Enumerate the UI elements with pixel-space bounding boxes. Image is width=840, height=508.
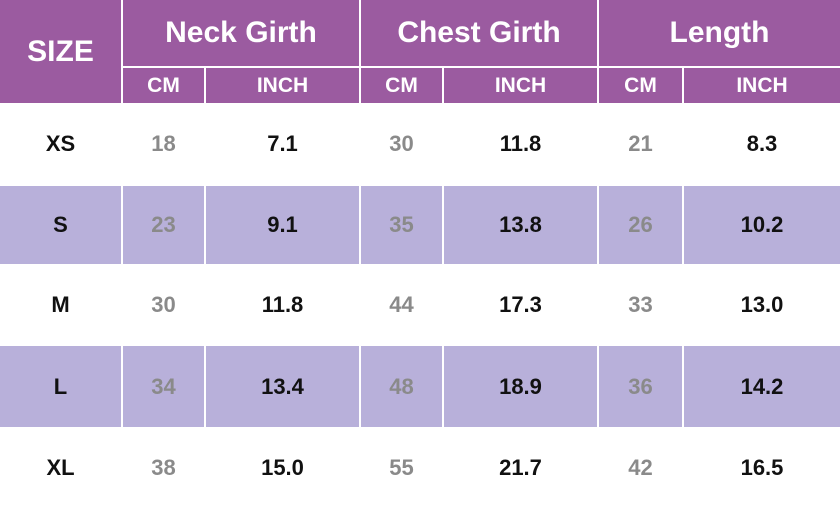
cm-value: 42: [628, 455, 653, 480]
unit-header: CM: [599, 68, 682, 103]
inch-value: 16.5: [740, 455, 784, 480]
inch-value: 11.8: [261, 292, 304, 317]
group-header: Length: [599, 0, 840, 66]
cm-value: 34: [123, 346, 204, 427]
size-label: M: [51, 292, 70, 317]
unit-header: CM: [123, 68, 204, 103]
unit-header: INCH: [684, 68, 840, 103]
unit-header: CM: [361, 68, 442, 103]
cm-value: 26: [599, 186, 682, 264]
size-label: L: [0, 346, 121, 427]
group-header: Chest Girth: [361, 0, 597, 66]
inch-value: 10.2: [684, 186, 840, 264]
inch-value: 15.0: [261, 455, 304, 480]
inch-value: 7.1: [267, 131, 298, 156]
size-header: SIZE: [0, 0, 121, 103]
group-header: Neck Girth: [123, 0, 359, 66]
inch-value: 13.8: [444, 186, 597, 264]
cm-value: 38: [151, 455, 176, 480]
inch-value: 13.0: [740, 292, 784, 317]
cm-value: 36: [599, 346, 682, 427]
size-label: S: [0, 186, 121, 264]
unit-header: INCH: [444, 68, 597, 103]
inch-value: 13.4: [206, 346, 359, 427]
inch-value: 21.7: [499, 455, 542, 480]
inch-value: 9.1: [206, 186, 359, 264]
cm-value: 35: [361, 186, 442, 264]
cm-value: 44: [389, 292, 414, 317]
inch-value: 17.3: [499, 292, 542, 317]
size-label: XS: [45, 131, 76, 156]
unit-header: INCH: [206, 68, 359, 103]
cm-value: 55: [389, 455, 414, 480]
cm-value: 48: [361, 346, 442, 427]
size-label: XL: [46, 455, 75, 480]
inch-value: 18.9: [444, 346, 597, 427]
cm-value: 33: [628, 292, 653, 317]
cm-value: 21: [628, 131, 653, 156]
cm-value: 18: [151, 131, 176, 156]
inch-value: 14.2: [684, 346, 840, 427]
cm-value: 23: [123, 186, 204, 264]
cm-value: 30: [151, 292, 176, 317]
inch-value: 8.3: [746, 131, 778, 156]
inch-value: 11.8: [499, 131, 542, 156]
cm-value: 30: [389, 131, 414, 156]
